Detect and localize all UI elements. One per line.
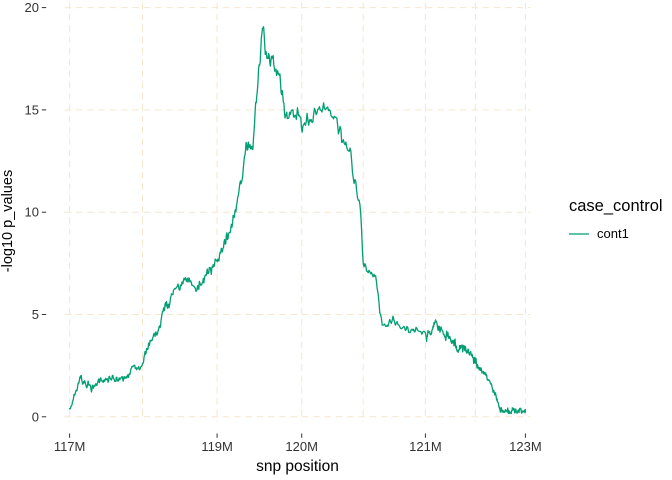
svg-text:121M: 121M bbox=[409, 439, 442, 454]
svg-text:117M: 117M bbox=[54, 439, 86, 454]
svg-text:10: 10 bbox=[25, 205, 39, 220]
svg-text:5: 5 bbox=[32, 307, 39, 322]
svg-text:20: 20 bbox=[25, 0, 39, 15]
svg-text:119M: 119M bbox=[201, 439, 233, 454]
svg-text:123M: 123M bbox=[509, 439, 542, 454]
svg-text:0: 0 bbox=[32, 409, 39, 424]
svg-text:-log10 p_values: -log10 p_values bbox=[0, 170, 16, 272]
svg-text:120M: 120M bbox=[285, 439, 318, 454]
svg-text:snp position: snp position bbox=[256, 458, 339, 475]
svg-text:cont1: cont1 bbox=[597, 226, 629, 241]
svg-text:15: 15 bbox=[25, 102, 39, 117]
svg-text:case_control: case_control bbox=[569, 197, 663, 215]
